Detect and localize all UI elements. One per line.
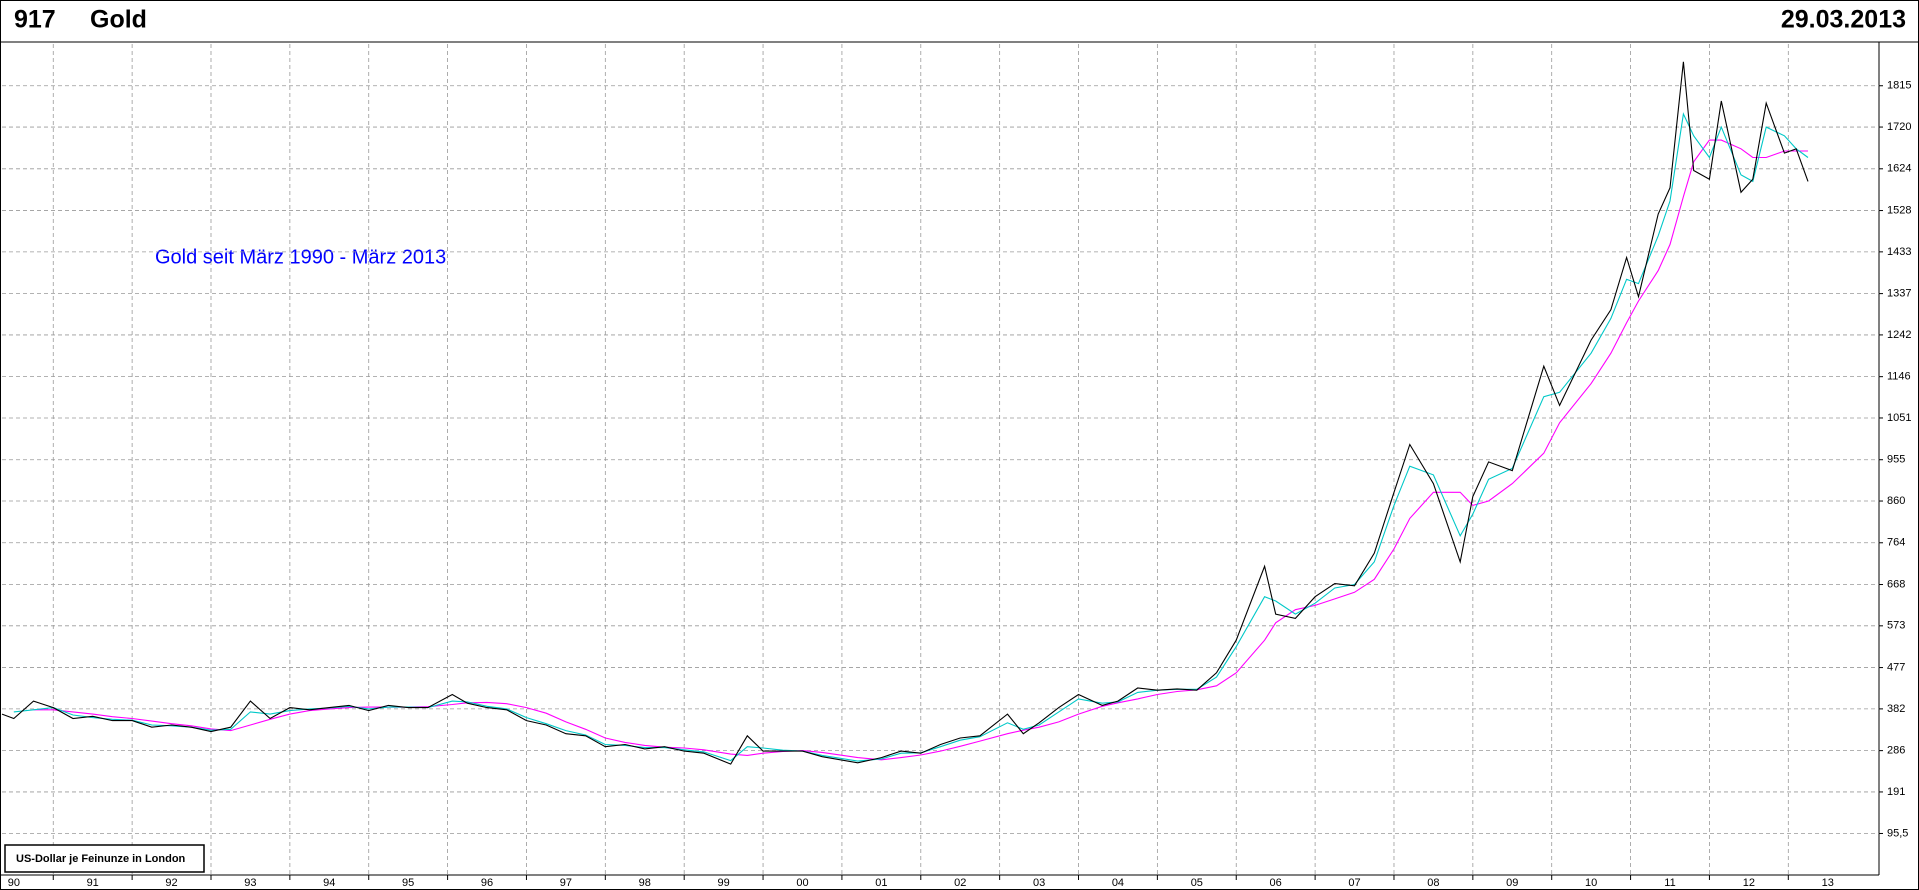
x-tick-label: 09 — [1506, 877, 1518, 889]
chart-date: 29.03.2013 — [1781, 6, 1906, 34]
x-tick-label: 03 — [1033, 877, 1045, 889]
x-tick-label: 07 — [1348, 877, 1360, 889]
x-tick-label: 11 — [1664, 877, 1675, 889]
annotation: Gold seit März 1990 - März 2013 — [155, 246, 446, 268]
x-tick-label: 02 — [954, 877, 966, 889]
y-tick-label: 1146 — [1887, 371, 1911, 383]
y-tick-label: 1528 — [1887, 204, 1911, 216]
y-tick-label: 286 — [1887, 745, 1905, 757]
y-tick-label: 668 — [1887, 578, 1905, 590]
x-tick-label: 04 — [1112, 877, 1124, 889]
y-tick-label: 573 — [1887, 620, 1905, 632]
grid: 95,5 191 286 382 477 573 668 764 860 955 1051 1146 1… — [0, 42, 1911, 889]
x-tick-label: 01 — [875, 877, 887, 889]
series-line — [1, 61, 1809, 765]
y-tick-label: 1720 — [1887, 121, 1911, 133]
x-tick-label: 00 — [796, 877, 808, 889]
y-tick-label: 1337 — [1887, 288, 1911, 300]
unit-label: US-Dollar je Feinunze in London — [16, 853, 186, 865]
y-tick-label: 955 — [1887, 454, 1905, 466]
x-tick-label: 98 — [639, 877, 651, 889]
x-tick-label: 97 — [560, 877, 572, 889]
x-tick-label: 95 — [402, 877, 414, 889]
x-tick-label: 96 — [481, 877, 493, 889]
x-tick-label: 05 — [1191, 877, 1203, 889]
x-tick-label: 06 — [1270, 877, 1282, 889]
y-tick-label: 860 — [1887, 495, 1905, 507]
x-tick-label: 08 — [1427, 877, 1439, 889]
x-tick-label: 93 — [244, 877, 256, 889]
x-tick-label: 90 — [8, 877, 20, 889]
y-tick-label: 95,5 — [1887, 827, 1908, 839]
lines — [1, 61, 1809, 765]
x-tick-label: 94 — [323, 877, 335, 889]
y-tick-label: 1433 — [1887, 246, 1911, 258]
x-tick-label: 91 — [87, 877, 99, 889]
chart-code: 917 — [14, 6, 56, 34]
y-tick-label: 382 — [1887, 703, 1905, 715]
y-tick-label: 1051 — [1887, 412, 1911, 424]
x-tick-label: 13 — [1822, 877, 1834, 889]
unit-box — [4, 844, 205, 873]
series-line — [33, 139, 1808, 761]
y-tick-label: 764 — [1887, 537, 1905, 549]
x-tick-label: 12 — [1743, 877, 1755, 889]
chart-title: Gold — [90, 6, 147, 34]
x-tick-label: 92 — [165, 877, 177, 889]
y-tick-label: 477 — [1887, 661, 1905, 673]
y-tick-label: 1815 — [1887, 80, 1911, 92]
x-tick-label: 99 — [717, 877, 729, 889]
y-tick-label: 1624 — [1887, 163, 1911, 175]
y-tick-label: 191 — [1887, 786, 1905, 798]
x-tick-label: 10 — [1585, 877, 1597, 889]
y-tick-label: 1242 — [1887, 329, 1911, 341]
